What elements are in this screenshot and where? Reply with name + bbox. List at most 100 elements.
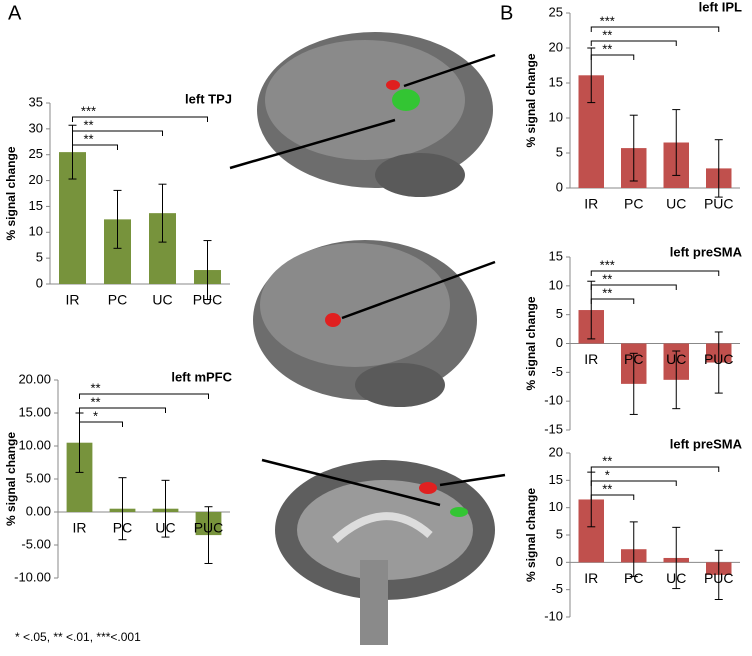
significance-bracket [72,144,118,150]
y-tick-label: -5.00 [21,536,51,551]
y-tick-label: 10 [549,109,563,124]
significance-label: *** [600,13,615,28]
y-tick-label: 20 [29,172,43,187]
y-tick-label: -10 [544,608,563,623]
y-tick-label: 35 [29,94,43,109]
y-axis-label: % signal change [524,296,538,390]
x-tick-label: UC [666,196,686,212]
x-tick-label: PC [624,196,643,212]
y-axis-label: % signal change [4,432,18,526]
x-tick-label: PC [624,351,643,367]
x-tick-label: PUC [704,351,734,367]
y-axis-label: % signal change [524,488,538,582]
error-bar [204,506,213,564]
x-tick-label: PC [108,292,127,308]
x-tick-label: PC [113,520,132,536]
x-tick-label: UC [666,570,686,586]
x-tick-label: IR [584,196,598,212]
significance-bracket [72,116,208,122]
y-tick-label: 10.00 [18,437,51,452]
y-tick-label: 15 [29,198,43,213]
error-bar [672,109,681,176]
significance-bracket [590,26,720,32]
error-bar [629,114,638,182]
error-bar [672,526,681,590]
error-bar [629,352,638,415]
y-tick-label: 5 [556,144,563,159]
significance-label: ** [90,394,100,409]
y-tick-label: 10 [29,224,43,239]
significance-bracket [590,466,720,472]
y-tick-label: 25 [549,4,563,19]
y-tick-label: 5 [556,526,563,541]
y-tick-label: 15 [549,74,563,89]
y-tick-label: 0 [556,335,563,350]
y-tick-label: 5.00 [26,470,51,485]
significance-label: * [605,467,610,482]
error-bar [672,350,681,410]
y-tick-label: 5 [36,250,43,265]
y-tick-label: 5 [556,306,563,321]
significance-bracket [590,40,677,46]
panel-label: B [500,2,513,24]
error-bar [158,183,167,243]
significance-label: *** [81,103,96,118]
significance-bracket [590,494,635,500]
significance-label: ** [602,481,612,496]
chart-title: left TPJ [185,91,232,106]
y-tick-label: 0 [556,554,563,569]
significance-bracket [79,393,209,399]
y-tick-label: -5 [551,364,563,379]
error-bar [118,477,127,541]
brain-lateral-top [229,32,496,197]
significance-bracket [72,130,163,136]
significance-bracket [590,480,677,486]
error-bar [203,240,212,301]
x-tick-label: UC [155,520,175,536]
y-tick-label: 0 [556,179,563,194]
y-tick-label: 25 [29,146,43,161]
x-tick-label: PUC [704,196,734,212]
y-tick-label: 20 [549,39,563,54]
y-tick-label: 20.00 [18,371,51,386]
significance-label: ** [602,271,612,286]
significance-bracket [590,284,677,290]
y-tick-label: 20 [549,444,563,459]
brain-medial-bottom [261,458,506,645]
significance-bracket [79,407,166,413]
x-tick-label: UC [152,292,172,308]
y-tick-label: 0.00 [26,503,51,518]
x-tick-label: PC [624,570,643,586]
y-axis-label: % signal change [524,53,538,147]
significance-label: *** [600,257,615,272]
x-tick-label: PUC [194,520,224,536]
y-tick-label: 10 [549,499,563,514]
x-tick-label: IR [66,292,80,308]
error-bar [714,331,723,394]
y-tick-label: 15 [549,472,563,487]
brain-lateral-middle [253,240,496,407]
chart-title: left mPFC [171,369,232,384]
error-bar [629,521,638,578]
significance-label: ** [602,285,612,300]
significance-label: ** [602,27,612,42]
x-tick-label: IR [584,351,598,367]
error-bar [714,549,723,601]
chart-title: left preSMA [670,436,743,451]
footnote: * <.05, ** <.01, ***<.001 [15,630,141,644]
y-tick-label: -15 [544,421,563,436]
significance-label: ** [83,117,93,132]
error-bar [587,280,596,340]
error-bar [714,139,723,198]
significance-label: * [93,408,98,423]
y-tick-label: 30 [29,120,43,135]
significance-label: ** [602,453,612,468]
y-tick-label: 0 [36,275,43,290]
y-tick-label: -10 [544,393,563,408]
significance-bracket [79,421,123,427]
x-tick-label: IR [584,570,598,586]
x-tick-label: PUC [193,292,223,308]
significance-label: ** [83,131,93,146]
y-axis-label: % signal change [4,146,18,240]
